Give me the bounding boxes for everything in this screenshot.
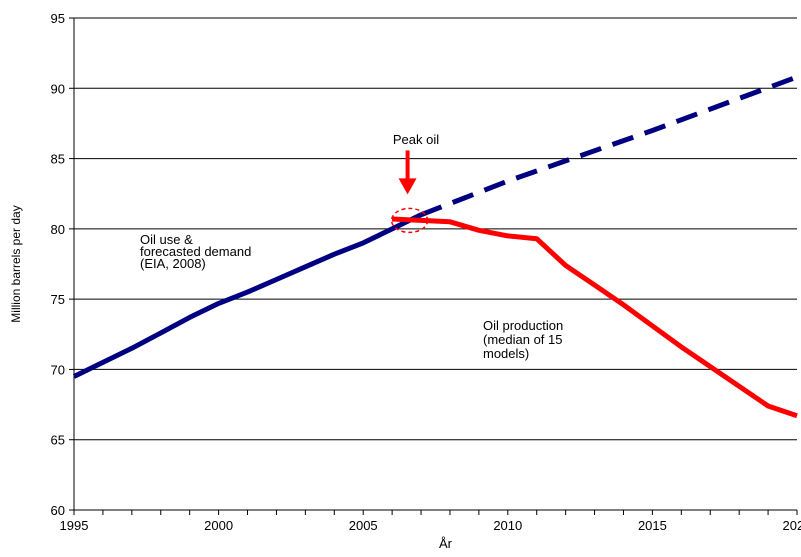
x-tick-labels: 1995 2000 2005 2010 2015 2020 xyxy=(60,518,801,533)
y-tick-label: 80 xyxy=(51,222,65,237)
series-line-2 xyxy=(391,216,798,419)
y-axis-title: Million barrels per day xyxy=(9,205,23,322)
y-tick-label: 60 xyxy=(51,503,65,518)
peak-circle xyxy=(390,207,429,234)
y-tick-labels: 60 65 70 75 80 85 90 95 xyxy=(51,11,65,518)
peak-arrow-head xyxy=(398,178,417,195)
production-label-line: (median of 15 xyxy=(483,332,563,347)
gridlines xyxy=(69,17,797,511)
production-label-line: Oil production xyxy=(483,318,563,333)
demand-label-line: (EIA, 2008) xyxy=(140,256,206,271)
y-tick-label: 90 xyxy=(51,81,65,96)
x-tick-label: 1995 xyxy=(60,518,89,533)
y-tick-label: 75 xyxy=(51,292,65,307)
x-tick-label: 2010 xyxy=(493,518,522,533)
x-tick-label: 2015 xyxy=(638,518,667,533)
axes xyxy=(73,18,798,515)
x-tick-label: 2000 xyxy=(204,518,233,533)
x-axis-title: År xyxy=(439,536,453,551)
y-tick-label: 65 xyxy=(51,433,65,448)
x-tick-label: 2005 xyxy=(349,518,378,533)
y-tick-label: 70 xyxy=(51,362,65,377)
peak-oil-label: Peak oil xyxy=(393,132,439,147)
y-tick-label: 95 xyxy=(51,11,65,26)
annotations: Peak oil Oil use &forecasted demand(EIA, … xyxy=(140,132,563,361)
production-label-line: models) xyxy=(483,346,529,361)
demand-label-line: forecasted demand xyxy=(140,244,251,259)
demand-label-line: Oil use & xyxy=(140,232,193,247)
y-tick-label: 85 xyxy=(51,152,65,167)
series-lines xyxy=(72,74,798,419)
series-line-1 xyxy=(420,74,798,218)
peak-marker xyxy=(390,150,429,234)
x-tick-label: 2020 xyxy=(783,518,801,533)
series-line-0 xyxy=(72,212,423,379)
